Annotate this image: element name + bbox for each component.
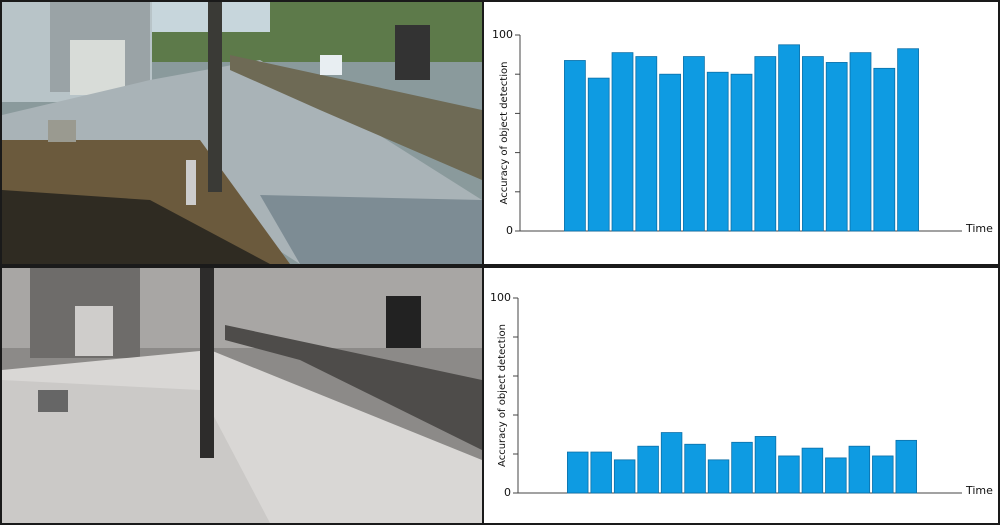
- photo-clear: [2, 2, 482, 264]
- bar: [659, 73, 681, 232]
- bar: [849, 52, 872, 232]
- bar: [660, 432, 683, 494]
- bar: [684, 443, 706, 494]
- x-axis-label: Time: [965, 484, 993, 497]
- bar: [895, 439, 917, 494]
- x-axis-label: Time: [965, 222, 993, 235]
- bar: [590, 451, 612, 494]
- bar: [825, 457, 847, 494]
- bar: [778, 455, 800, 494]
- bar: [825, 62, 848, 232]
- bar: [637, 445, 659, 494]
- bar: [567, 451, 589, 494]
- bar: [754, 436, 777, 494]
- bar: [611, 52, 634, 232]
- bar: [802, 56, 824, 232]
- y-tick-label: 0: [504, 486, 511, 499]
- y-tick-label: 100: [492, 28, 513, 41]
- bar: [635, 56, 658, 232]
- bar: [707, 459, 730, 494]
- bar: [801, 447, 824, 494]
- bar: [730, 73, 753, 232]
- bar: [613, 459, 636, 494]
- bar: [683, 56, 705, 232]
- y-tick-label: 100: [490, 291, 511, 304]
- y-axis-label: Accuracy of object detection: [499, 62, 510, 205]
- bar: [872, 455, 894, 494]
- bar: [848, 445, 871, 494]
- y-axis-label: Accuracy of object detection: [497, 324, 508, 467]
- bar: [873, 67, 896, 232]
- y-tick-label: 0: [506, 224, 513, 237]
- bar: [706, 71, 729, 232]
- bar: [587, 77, 610, 232]
- bar: [754, 56, 777, 232]
- bar: [564, 60, 586, 232]
- photo-snow: [2, 268, 482, 523]
- bar: [778, 44, 800, 232]
- bar: [897, 48, 919, 232]
- bar: [731, 441, 753, 494]
